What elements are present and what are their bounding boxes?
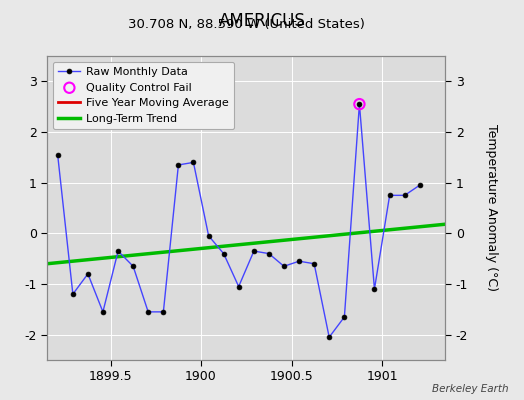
Raw Monthly Data bbox=[160, 310, 167, 314]
Raw Monthly Data bbox=[145, 310, 151, 314]
Legend: Raw Monthly Data, Quality Control Fail, Five Year Moving Average, Long-Term Tren: Raw Monthly Data, Quality Control Fail, … bbox=[53, 62, 234, 129]
Raw Monthly Data bbox=[311, 261, 318, 266]
Text: AMERICUS: AMERICUS bbox=[219, 12, 305, 30]
Raw Monthly Data bbox=[326, 335, 332, 340]
Raw Monthly Data bbox=[85, 272, 91, 276]
Y-axis label: Temperature Anomaly (°C): Temperature Anomaly (°C) bbox=[485, 124, 498, 292]
Raw Monthly Data bbox=[296, 259, 302, 264]
Raw Monthly Data bbox=[341, 314, 347, 319]
Raw Monthly Data bbox=[417, 183, 423, 188]
Title: 30.708 N, 88.590 W (United States): 30.708 N, 88.590 W (United States) bbox=[128, 18, 365, 31]
Raw Monthly Data bbox=[221, 251, 227, 256]
Raw Monthly Data bbox=[356, 102, 363, 106]
Raw Monthly Data bbox=[251, 249, 257, 254]
Raw Monthly Data bbox=[70, 292, 76, 296]
Raw Monthly Data bbox=[175, 162, 181, 167]
Raw Monthly Data bbox=[100, 310, 106, 314]
Line: Raw Monthly Data: Raw Monthly Data bbox=[55, 102, 422, 340]
Raw Monthly Data bbox=[130, 264, 136, 269]
Text: Berkeley Earth: Berkeley Earth bbox=[432, 384, 508, 394]
Quality Control Fail bbox=[355, 101, 364, 107]
Raw Monthly Data bbox=[54, 152, 61, 157]
Raw Monthly Data bbox=[205, 234, 212, 238]
Raw Monthly Data bbox=[372, 287, 378, 292]
Raw Monthly Data bbox=[190, 160, 196, 165]
Raw Monthly Data bbox=[115, 249, 121, 254]
Raw Monthly Data bbox=[235, 284, 242, 289]
Raw Monthly Data bbox=[401, 193, 408, 198]
Raw Monthly Data bbox=[281, 264, 287, 269]
Raw Monthly Data bbox=[387, 193, 393, 198]
Raw Monthly Data bbox=[266, 251, 272, 256]
